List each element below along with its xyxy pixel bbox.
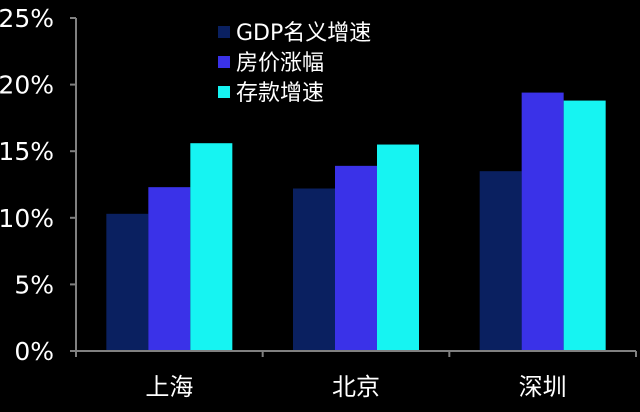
y-tick-label: 5% — [14, 270, 54, 299]
bar — [335, 165, 377, 351]
y-tick-label: 20% — [0, 71, 54, 100]
x-tick-label: 北京 — [332, 373, 380, 401]
bar — [293, 188, 335, 351]
bar — [377, 144, 419, 351]
bar — [521, 92, 564, 351]
y-tick-label: 15% — [0, 137, 54, 166]
legend-swatch — [218, 26, 230, 38]
y-tick-label: 25% — [0, 4, 54, 33]
bar — [106, 213, 149, 351]
legend-swatch — [218, 56, 230, 68]
x-tick-label: 上海 — [145, 373, 193, 401]
bar — [190, 143, 233, 351]
legend-label: GDP名义增速 — [236, 21, 371, 46]
bar — [563, 100, 606, 351]
bar — [148, 187, 191, 351]
y-tick-label: 10% — [0, 204, 54, 233]
legend-swatch — [218, 86, 230, 98]
bars-layer — [106, 92, 606, 351]
x-tick-label: 深圳 — [519, 373, 567, 401]
y-tick-label: 0% — [14, 337, 54, 366]
legend-label: 存款增速 — [236, 81, 324, 106]
legend-label: 房价涨幅 — [236, 51, 324, 76]
axes-layer: 上海 北京 深圳 0% 5% 10% 15% 20% 25% — [0, 4, 637, 401]
bar — [479, 171, 522, 351]
